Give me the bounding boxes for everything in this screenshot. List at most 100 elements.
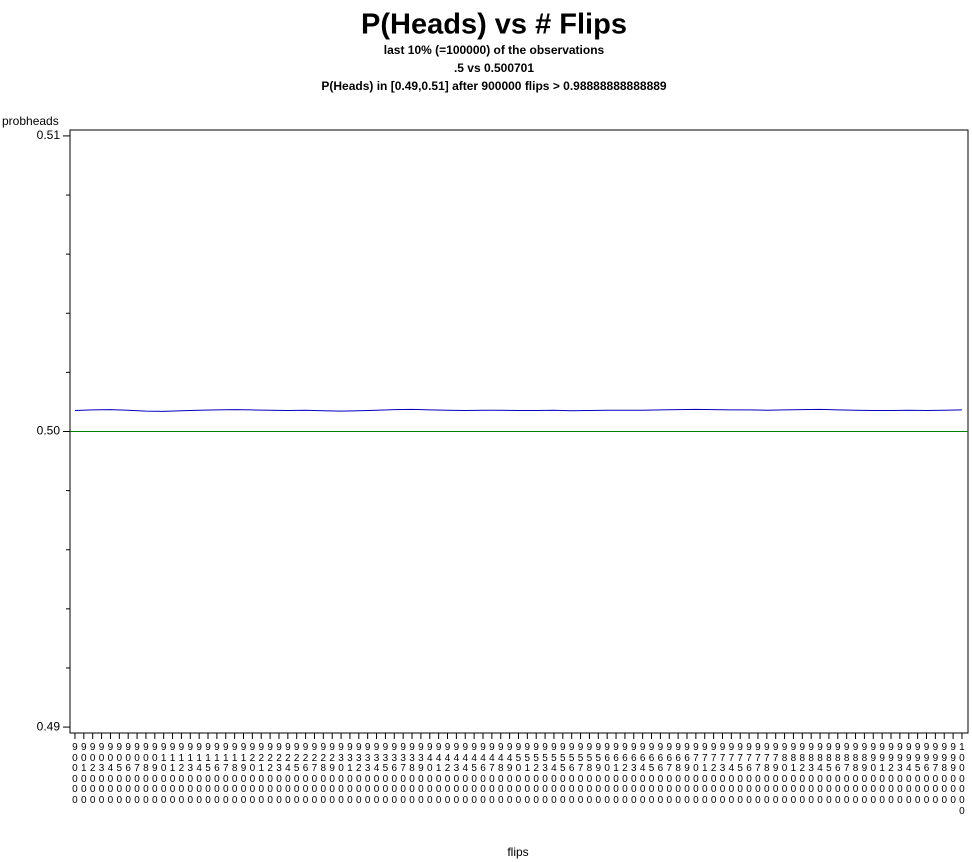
- x-tick-label: 948000: [497, 742, 504, 806]
- x-tick-label: 985000: [826, 742, 832, 806]
- x-tick-label: 998000: [941, 742, 947, 806]
- x-tick-label: 932000: [356, 742, 362, 806]
- x-tick-label: 942000: [444, 742, 451, 806]
- x-tick-label: 944000: [462, 742, 469, 806]
- x-tick-label: 987000: [843, 742, 850, 806]
- x-tick-label: 959000: [595, 742, 602, 806]
- x-tick-label: 950000: [515, 742, 522, 806]
- x-tick-label: 902000: [89, 742, 96, 806]
- x-tick-label: 906000: [125, 742, 131, 806]
- x-tick-label: 903000: [98, 742, 105, 806]
- x-tick-label: 938000: [409, 742, 415, 806]
- x-tick-label: 923000: [276, 742, 282, 806]
- x-tick-label: 904000: [107, 742, 114, 806]
- x-tick-label: 921000: [258, 742, 265, 806]
- x-tick-label: 961000: [613, 742, 619, 806]
- x-tick-label: 953000: [542, 742, 548, 806]
- y-tick-label: 0.50: [37, 424, 61, 438]
- x-tick-label: 919000: [240, 742, 247, 806]
- x-tick-label: 949000: [506, 742, 513, 806]
- x-tick-label: 997000: [932, 742, 939, 806]
- x-tick-label: 931000: [347, 742, 353, 806]
- x-tick-label: 980000: [781, 742, 788, 806]
- x-tick-label: 927000: [311, 742, 318, 806]
- x-tick-label: 955000: [560, 742, 566, 806]
- x-tick-label: 929000: [329, 742, 335, 806]
- x-tick-label: 974000: [728, 742, 735, 806]
- x-tick-label: 947000: [489, 742, 495, 806]
- x-tick-label: 922000: [267, 742, 273, 806]
- x-tick-label: 982000: [799, 742, 806, 806]
- x-tick-label: 957000: [577, 742, 584, 806]
- x-tick-label: 965000: [648, 742, 655, 806]
- x-tick-label: 992000: [888, 742, 894, 806]
- subtitle: last 10% (=100000) of the observations: [384, 43, 605, 57]
- x-tick-label: 945000: [471, 742, 477, 806]
- x-tick-label: 979000: [772, 742, 779, 806]
- x-tick-label: 913000: [187, 742, 194, 806]
- x-tick-label: 909000: [152, 742, 158, 806]
- y-tick-label: 0.49: [37, 719, 61, 733]
- x-tick-label: 962000: [622, 742, 628, 806]
- x-tick-label: 908000: [143, 742, 149, 806]
- x-tick-label: 935000: [382, 742, 389, 806]
- x-tick-label: 943000: [453, 742, 460, 806]
- x-tick-label: 996000: [923, 742, 930, 806]
- x-tick-label: 964000: [639, 742, 646, 806]
- x-tick-label: 900000: [72, 742, 78, 806]
- x-tick-label: 969000: [684, 742, 690, 806]
- x-tick-label: 972000: [710, 742, 717, 806]
- y-axis-label: probheads: [2, 114, 59, 128]
- x-tick-label: 993000: [897, 742, 903, 806]
- x-tick-label: 936000: [391, 742, 398, 806]
- x-tick-label: 952000: [533, 742, 539, 806]
- x-tick-label: 986000: [835, 742, 841, 806]
- x-tick-label: 994000: [905, 742, 912, 806]
- x-tick-label: 988000: [852, 742, 859, 806]
- x-tick-label: 941000: [435, 742, 442, 806]
- x-tick-label: 963000: [630, 742, 637, 806]
- x-tick-label: 958000: [586, 742, 593, 806]
- x-tick-label: 939000: [418, 742, 424, 806]
- x-tick-label: 960000: [604, 742, 610, 806]
- x-tick-label: 990000: [870, 742, 877, 806]
- x-tick-label: 967000: [666, 742, 673, 806]
- x-tick-label: 954000: [551, 742, 557, 806]
- x-tick-label: 905000: [116, 742, 123, 806]
- x-tick-label: 983000: [808, 742, 814, 806]
- x-axis-label: flips: [507, 845, 528, 859]
- chart-title: P(Heads) vs # Flips: [361, 9, 627, 41]
- x-tick-label: 976000: [746, 742, 752, 806]
- x-tick-label: 966000: [657, 742, 664, 806]
- x-tick-label: 991000: [879, 742, 885, 806]
- x-tick-label: 930000: [338, 742, 344, 806]
- x-tick-label: 946000: [480, 742, 486, 806]
- x-tick-label: 934000: [373, 742, 380, 806]
- x-tick-label: 926000: [302, 742, 309, 806]
- x-tick-label: 907000: [134, 742, 140, 806]
- x-tick-label: 914000: [196, 742, 202, 806]
- x-tick-label: 956000: [568, 742, 575, 806]
- x-tick-label: 915000: [205, 742, 211, 806]
- x-tick-label: 910000: [160, 742, 167, 806]
- x-tick-label: 901000: [81, 742, 87, 806]
- data-line: [74, 408, 962, 412]
- x-tick-label: 1000000: [959, 742, 965, 817]
- x-tick-label: 975000: [737, 742, 743, 806]
- x-tick-label: 971000: [701, 742, 708, 806]
- x-tick-label: 995000: [914, 742, 921, 806]
- y-tick-label: 0.51: [37, 128, 61, 142]
- x-tick-label: 925000: [293, 742, 300, 806]
- x-tick-label: 977000: [755, 742, 761, 806]
- x-tick-label: 970000: [693, 742, 699, 806]
- x-tick-label: 968000: [675, 742, 681, 806]
- x-tick-label: 911000: [169, 742, 176, 806]
- x-tick-label: 937000: [400, 742, 406, 806]
- subtitle: .5 vs 0.500701: [454, 61, 534, 75]
- x-tick-label: 920000: [249, 742, 256, 806]
- x-tick-label: 933000: [364, 742, 371, 806]
- x-tick-label: 973000: [719, 742, 726, 806]
- x-tick-label: 999000: [950, 742, 956, 806]
